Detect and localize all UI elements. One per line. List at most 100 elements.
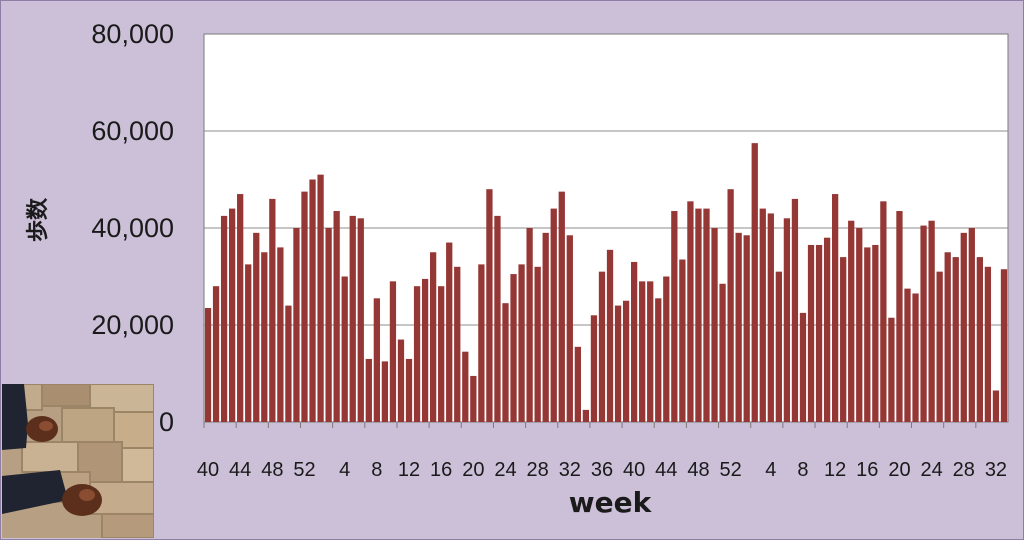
shoes-on-cobblestone-photo [2,384,154,538]
bar [815,244,823,422]
bar [542,232,549,422]
bar [976,257,983,422]
bar [510,274,517,422]
x-tick-label: 16 [856,459,878,481]
bar [799,312,807,423]
bar [494,215,501,423]
bar [574,346,581,422]
bar [381,361,389,423]
bar [212,286,220,422]
bar [944,252,951,422]
bar [333,211,340,422]
bar [952,257,959,422]
bar [309,179,316,422]
bar [341,276,348,422]
bar [502,303,509,422]
bar [293,228,300,422]
bars [204,143,1008,423]
bar [783,218,791,422]
y-tick-label: 0 [159,407,174,437]
bar [743,235,750,422]
bar [373,298,380,422]
bar [735,232,742,422]
bar [968,228,975,422]
bar [478,264,485,423]
bar [317,174,324,422]
x-tick-label: 32 [559,459,581,481]
x-tick-label: 4 [765,459,776,481]
y-tick-label: 20,000 [91,310,174,340]
bar [598,271,606,422]
bar [349,215,356,423]
x-tick-label: 52 [719,459,741,481]
bar [357,218,364,422]
x-tick-label: 12 [824,459,846,481]
bar [807,244,815,422]
x-tick-labels: 40 44 48 52 4 8 12 16 20 24 28 32 36 40 44 48 52 4 8 12 16 20… [197,459,1007,481]
bar [566,235,573,422]
x-tick-label: 40 [623,459,645,481]
bar [960,232,967,422]
x-tick-marks [203,422,977,428]
bar [840,257,847,422]
x-tick-label: 52 [293,459,315,481]
bar [413,286,421,422]
bar [614,305,622,422]
bar [430,252,437,422]
bar [558,191,565,423]
x-tick-label: 44 [655,459,677,481]
bar [438,286,445,422]
bar [229,208,236,422]
bar [486,189,493,422]
bar [888,317,895,422]
bar [220,215,228,423]
bar [325,228,332,422]
bar [896,211,903,422]
bar [880,201,887,422]
x-tick-label: 32 [985,459,1007,481]
bar [823,237,831,422]
x-tick-label: 40 [197,459,219,481]
bar [582,409,590,423]
x-tick-label: 44 [229,459,251,481]
bar [245,264,252,423]
x-tick-label: 48 [261,459,283,481]
bar [639,281,646,422]
bar [727,189,734,422]
bar [655,298,662,422]
bar [647,281,654,422]
y-tick-labels: 0 20,000 40,000 60,000 80,000 [91,19,174,437]
bar [671,211,678,422]
x-tick-label: 20 [462,459,484,481]
y-tick-label: 60,000 [91,116,174,146]
bar [695,208,702,422]
bar [622,300,630,422]
bar [864,247,871,422]
x-tick-label: 28 [527,459,549,481]
x-tick-label: 48 [687,459,709,481]
bar [751,143,758,423]
bar [848,220,855,422]
bar [446,242,453,422]
y-axis-title: 歩数 [25,197,51,242]
bar [904,288,911,423]
bar [590,315,598,422]
x-tick-label: 24 [920,459,942,481]
bar [237,194,244,422]
bar [253,232,260,422]
bar [872,244,879,422]
x-tick-label: 4 [339,459,350,481]
y-tick-label: 80,000 [91,19,174,49]
bar [301,191,308,423]
bar [936,271,943,422]
bar [550,208,557,422]
bar [606,249,614,422]
bar [775,271,782,422]
bar [791,198,799,422]
bar [1000,269,1008,422]
bar [920,225,927,422]
bar [397,339,405,422]
bar [832,194,839,422]
bar [719,283,726,422]
bar [526,228,533,422]
